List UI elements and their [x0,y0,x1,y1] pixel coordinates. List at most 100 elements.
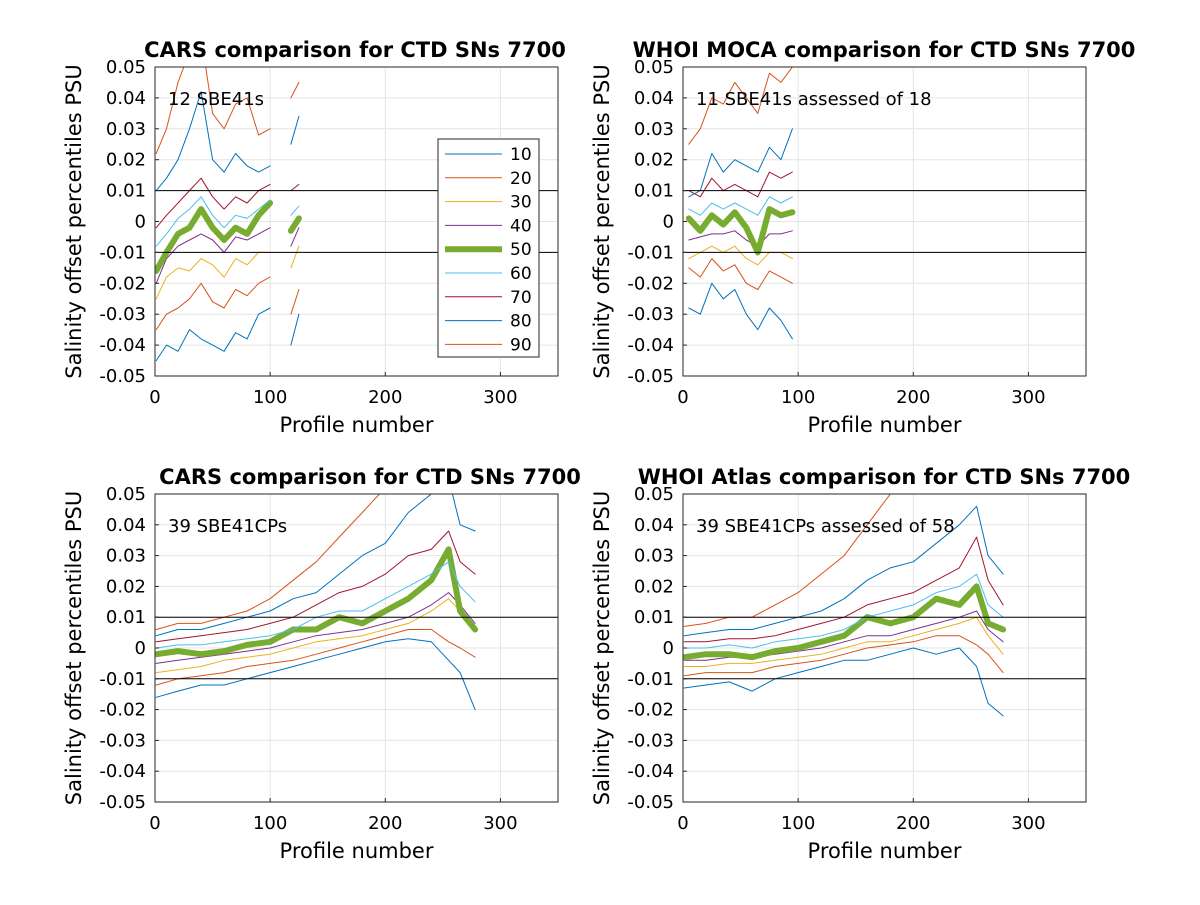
x-tick-label: 300 [1011,387,1045,408]
y-tick-label: -0.05 [627,792,674,813]
chart-title: WHOI MOCA comparison for CTD SNs 7700 [633,38,1136,62]
y-axis-label: Salinity offset percentiles PSU [62,491,86,805]
series-line-p70 [683,536,1004,643]
series-line-p80 [683,505,1004,637]
series-line-p20 [155,629,476,686]
annotation-text: 39 SBE41CPs assessed of 58 [696,516,955,537]
series-line-p50 [155,546,479,658]
y-tick-label: -0.05 [99,792,146,813]
y-tick-label: 0.05 [634,484,674,505]
x-tick-label: 300 [1011,813,1045,834]
series-line-p50 [685,206,796,256]
y-tick-label: 0.05 [106,57,146,78]
x-tick-label: 200 [368,813,402,834]
y-tick-label: 0 [663,638,674,659]
y-tick-label: -0.04 [627,761,674,782]
x-axis-label: Profile number [280,839,434,863]
x-axis-label: Profile number [808,413,962,437]
series-line-p20 [683,635,1004,677]
y-axis-label: Salinity offset percentiles PSU [590,491,614,805]
x-tick-label: 0 [677,813,688,834]
y-tick-label: -0.02 [627,700,674,721]
series-line-p60 [155,561,476,649]
legend-label: 30 [510,193,532,213]
y-tick-label: 0 [135,212,146,233]
series-line-p30 [683,616,1004,667]
y-tick-label: 0.04 [634,515,674,536]
y-tick-label: -0.05 [627,366,674,387]
series-line-p90 [688,67,793,145]
chart-panel-2: 0 100 200 300 -0.05 -0.04 -0.03 -0.02 -0.01 0 0.01… [590,38,1135,437]
y-tick-label: -0.04 [627,335,674,356]
y-tick-label: -0.01 [99,669,146,690]
x-tick-label: 100 [781,813,815,834]
x-tick-label: 200 [896,387,930,408]
x-tick-label: 0 [677,387,688,408]
series-line-p20 [155,276,300,331]
series-line-p90 [155,494,381,630]
y-tick-label: -0.05 [99,366,146,387]
series-line-p80 [155,91,300,192]
series-group [155,67,302,362]
x-tick-label: 100 [253,387,287,408]
y-tick-label: -0.01 [627,242,674,263]
series-line-p60 [683,573,1004,649]
legend-label: 70 [510,288,532,308]
series-line-p20 [688,258,793,290]
x-axis-label: Profile number [808,839,962,863]
y-tick-label: 0.01 [106,181,146,202]
legend-label: 40 [510,216,532,236]
y-tick-label: 0.04 [106,88,146,109]
chart-panel-1: 0 100 200 300 -0.05 -0.04 -0.03 -0.02 -0.01 0 0.01… [62,38,566,437]
x-tick-label: 300 [483,387,517,408]
x-tick-label: 100 [253,813,287,834]
y-tick-label: 0.01 [106,607,146,628]
x-tick-label: 200 [896,813,930,834]
y-tick-label: 0.01 [634,607,674,628]
series-line-p30 [155,598,476,674]
series-line-p70 [688,171,793,198]
chart-title: CARS comparison for CTD SNs 7700 [144,38,566,62]
annotation-text: 11 SBE41s assessed of 18 [696,89,932,110]
y-tick-label: -0.02 [627,273,674,294]
legend-label: 10 [510,145,532,165]
x-tick-label: 300 [483,813,517,834]
legend: 10 20 30 40 50 60 70 80 90 [437,138,540,358]
legend-label: 20 [510,169,532,189]
series-line-p50 [683,583,1007,661]
y-tick-label: -0.03 [627,304,674,325]
y-tick-label: 0.05 [634,57,674,78]
series-line-p40 [155,592,476,664]
series-line-p60 [155,196,300,247]
series-line-p10 [155,307,300,362]
y-tick-label: 0.02 [634,576,674,597]
y-tick-label: -0.03 [99,730,146,751]
series-line-p10 [155,638,476,711]
chart-panel-4: 0 100 200 300 -0.05 -0.04 -0.03 -0.02 -0.01 0 0.01… [590,465,1130,863]
annotation-text: 39 SBE41CPs [168,516,287,537]
x-tick-label: 100 [781,387,815,408]
y-tick-label: -0.04 [99,761,146,782]
series-line-p30 [155,245,300,300]
y-tick-label: 0.03 [106,119,146,140]
series-line-p80 [688,128,793,198]
y-tick-label: 0 [663,212,674,233]
x-tick-label: 0 [149,387,160,408]
y-tick-label: 0.04 [634,88,674,109]
y-tick-label: -0.02 [99,273,146,294]
legend-label: 60 [510,264,532,284]
x-axis-label: Profile number [280,413,434,437]
series-line-p90 [155,67,300,154]
series-line-p10 [688,282,793,340]
y-tick-label: -0.04 [99,335,146,356]
x-tick-label: 200 [368,387,402,408]
legend-label: 50 [510,240,532,260]
y-tick-label: 0.02 [106,150,146,171]
y-tick-label: 0.04 [106,515,146,536]
series-line-p40 [155,227,300,284]
y-tick-label: -0.03 [99,304,146,325]
y-tick-label: 0 [135,638,146,659]
y-tick-label: 0.03 [634,119,674,140]
y-tick-label: 0.02 [634,150,674,171]
